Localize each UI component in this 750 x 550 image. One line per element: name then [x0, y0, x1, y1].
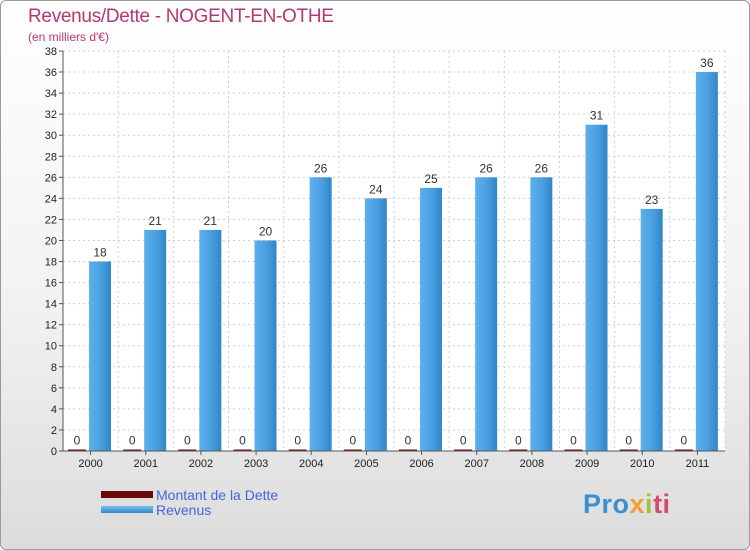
x-tick-label: 2011 — [686, 458, 710, 470]
x-tick-label: 2008 — [520, 458, 544, 470]
y-tick-label: 32 — [45, 109, 57, 121]
bar-dette — [399, 449, 417, 451]
y-tick-label: 6 — [51, 383, 57, 395]
legend-label-dette: Montant de la Dette — [156, 486, 279, 503]
y-tick-label: 36 — [45, 67, 57, 79]
data-label-revenus: 21 — [204, 214, 218, 228]
bar-revenus — [695, 72, 718, 451]
y-tick-label: 30 — [45, 130, 57, 142]
logo-part-4: ti — [653, 489, 671, 519]
x-tick-label: 2009 — [575, 458, 599, 470]
data-label-revenus: 21 — [148, 214, 162, 228]
x-tick-label: 2007 — [465, 458, 489, 470]
logo-part-3: i — [645, 489, 654, 519]
bar-dette — [233, 449, 252, 451]
data-label-dette: 0 — [460, 434, 467, 448]
data-label-dette: 0 — [570, 434, 577, 448]
y-tick-label: 12 — [45, 320, 57, 332]
x-tick-label: 2004 — [299, 458, 323, 470]
x-tick-label: 2006 — [409, 458, 433, 470]
data-label-dette: 0 — [515, 434, 522, 448]
y-tick-label: 28 — [45, 151, 57, 163]
data-label-revenus: 25 — [424, 172, 438, 186]
data-label-dette: 0 — [405, 434, 412, 448]
legend-label-revenus: Revenus — [156, 501, 212, 518]
bar-revenus — [585, 124, 608, 452]
bar-revenus — [199, 229, 222, 451]
y-tick-label: 34 — [45, 88, 57, 100]
x-tick-label: 2001 — [134, 458, 158, 470]
data-label-dette: 0 — [184, 434, 191, 448]
bar-revenus — [475, 177, 498, 451]
chart-legend: Montant de la Dette Revenus — [101, 486, 279, 518]
bar-revenus — [640, 208, 663, 451]
bar-dette — [619, 449, 638, 451]
y-tick-label: 16 — [45, 278, 57, 290]
data-label-dette: 0 — [294, 434, 301, 448]
bar-revenus — [254, 240, 277, 451]
data-label-dette: 0 — [349, 434, 356, 448]
bar-dette — [68, 449, 86, 451]
y-tick-label: 18 — [45, 257, 57, 269]
proxiti-logo: Proxiti — [583, 489, 671, 520]
data-label-revenus: 24 — [369, 182, 383, 196]
data-label-revenus: 23 — [645, 193, 659, 207]
bar-revenus — [309, 177, 332, 451]
legend-swatch-revenus — [101, 506, 153, 513]
data-label-dette: 0 — [74, 434, 81, 448]
y-tick-label: 22 — [45, 214, 57, 226]
legend-item-revenus: Revenus — [101, 501, 278, 518]
data-label-revenus: 26 — [535, 161, 549, 175]
bar-dette — [343, 449, 362, 451]
x-tick-label: 2010 — [630, 458, 654, 470]
x-tick-label: 2002 — [189, 458, 213, 470]
bar-revenus — [89, 261, 111, 451]
data-label-dette: 0 — [129, 434, 136, 448]
bar-dette — [178, 449, 197, 451]
bar-dette — [674, 449, 693, 451]
bar-revenus — [530, 177, 553, 451]
y-tick-label: 10 — [45, 341, 57, 353]
data-label-revenus: 26 — [479, 161, 493, 175]
y-tick-label: 26 — [45, 172, 57, 184]
data-label-revenus: 26 — [314, 161, 328, 175]
y-tick-label: 2 — [51, 425, 57, 437]
bar-revenus — [420, 187, 442, 451]
y-tick-label: 8 — [51, 362, 57, 374]
legend-swatch-dette — [101, 491, 153, 498]
y-tick-label: 14 — [45, 299, 57, 311]
legend-item-dette: Montant de la Dette — [101, 486, 279, 503]
logo-part-2: x — [629, 489, 646, 519]
chart-subtitle: (en milliers d'€) — [28, 30, 109, 44]
y-tick-label: 24 — [45, 193, 57, 205]
bar-dette — [564, 449, 583, 451]
bar-revenus — [364, 198, 387, 451]
bar-revenus — [144, 229, 167, 451]
x-tick-label: 2000 — [78, 458, 102, 470]
bar-dette — [509, 449, 528, 451]
x-tick-label: 2005 — [354, 458, 378, 470]
data-label-revenus: 20 — [259, 224, 273, 238]
data-label-revenus: 18 — [93, 246, 107, 260]
bar-dette — [288, 449, 307, 451]
logo-part-1: Pro — [583, 489, 630, 519]
x-tick-label: 2003 — [244, 458, 268, 470]
data-label-dette: 0 — [239, 434, 246, 448]
data-label-revenus: 36 — [700, 56, 714, 70]
data-label-revenus: 31 — [590, 109, 604, 123]
chart-title: Revenus/Dette - NOGENT-EN-OTHE — [28, 6, 334, 27]
bar-dette — [454, 449, 473, 451]
y-tick-label: 20 — [45, 235, 57, 247]
y-tick-label: 4 — [51, 404, 57, 416]
y-tick-label: 38 — [45, 46, 57, 58]
data-label-dette: 0 — [625, 434, 632, 448]
y-tick-label: 0 — [51, 446, 57, 458]
data-label-dette: 0 — [680, 434, 687, 448]
bar-dette — [123, 449, 142, 451]
